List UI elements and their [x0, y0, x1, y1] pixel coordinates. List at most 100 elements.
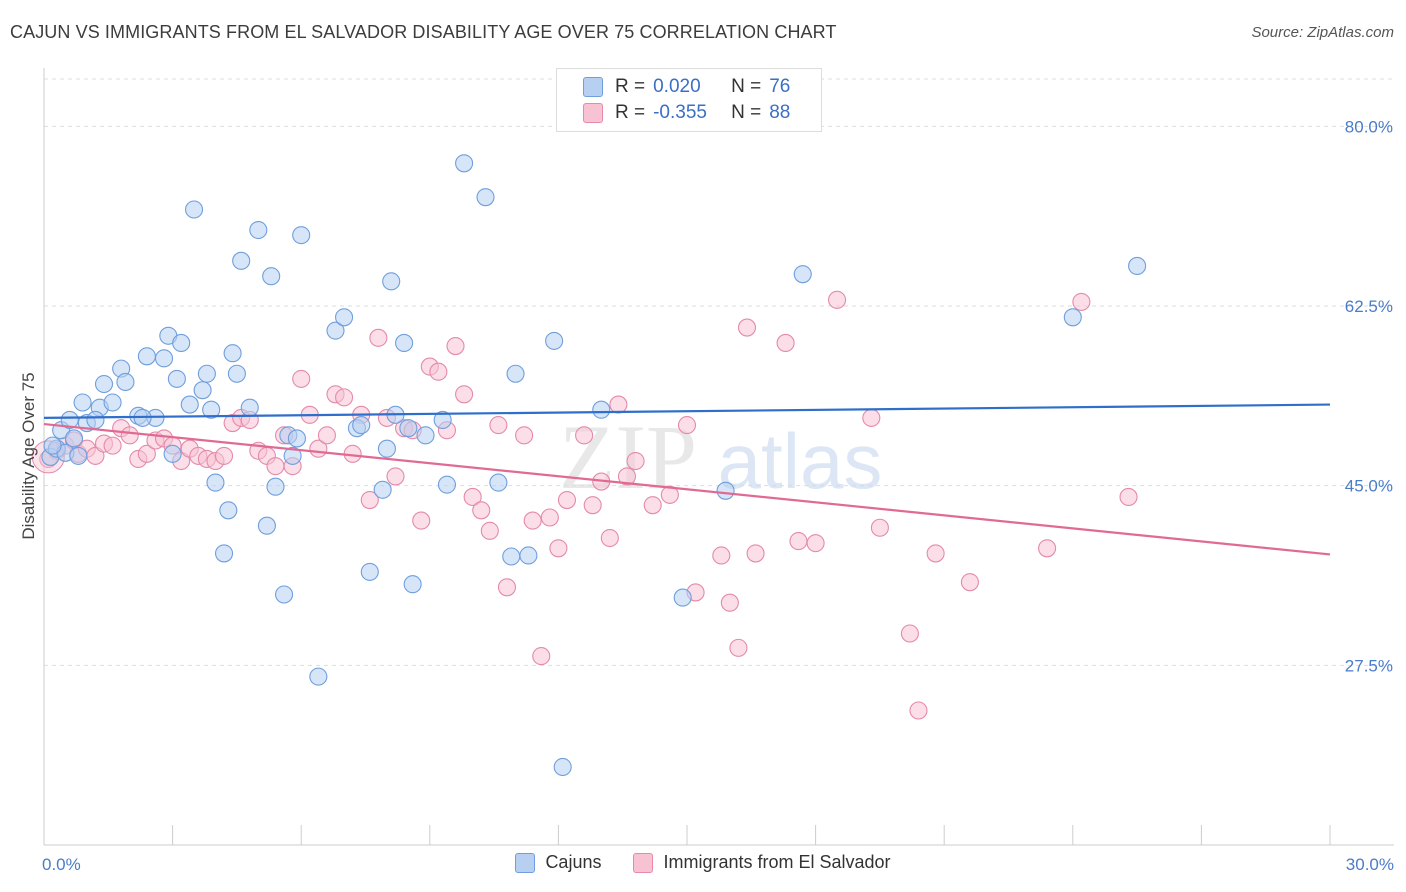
- data-point: [373, 480, 392, 499]
- legend-row-el-salvador: R = -0.355 N = 88: [583, 100, 790, 126]
- data-point: [352, 416, 371, 435]
- data-point: [214, 544, 234, 563]
- legend-n-label: N =: [731, 76, 762, 97]
- data-point: [326, 321, 345, 340]
- data-point: [103, 393, 122, 412]
- data-point: [609, 395, 628, 414]
- data-point: [480, 521, 499, 540]
- y-tick-label: 62.5%: [1345, 297, 1393, 316]
- legend-label-el-salvador: Immigrants from El Salvador: [663, 852, 891, 872]
- data-point: [86, 410, 105, 430]
- data-point: [455, 385, 474, 404]
- data-point: [223, 344, 242, 363]
- data-point: [827, 290, 847, 309]
- data-point: [617, 467, 637, 486]
- legend-r-label: R =: [615, 102, 646, 123]
- data-point: [395, 333, 414, 353]
- data-point: [1063, 308, 1082, 327]
- data-point: [926, 544, 945, 563]
- data-point: [553, 757, 572, 777]
- y-tick-label: 45.0%: [1345, 477, 1393, 496]
- data-point: [575, 426, 594, 445]
- data-point: [219, 501, 238, 520]
- data-point: [592, 400, 611, 419]
- data-point: [116, 372, 135, 392]
- legend-item-el-salvador: Immigrants from El Salvador: [633, 852, 891, 873]
- data-point: [167, 369, 186, 388]
- data-point: [386, 467, 405, 486]
- data-point: [502, 547, 521, 566]
- data-point: [519, 546, 538, 565]
- data-point: [716, 481, 735, 500]
- data-point: [69, 446, 88, 465]
- chart-title: CAJUN VS IMMIGRANTS FROM EL SALVADOR DIS…: [10, 22, 837, 42]
- data-point: [1038, 539, 1057, 558]
- data-point: [1072, 292, 1091, 311]
- stats-legend: R = 0.020 N = 76 R = -0.355 N = 88: [556, 68, 822, 132]
- data-point: [412, 511, 431, 530]
- data-point: [335, 308, 354, 327]
- data-point: [909, 701, 928, 720]
- series-immigrants-from-el-salvador: [31, 290, 1138, 720]
- data-point: [335, 388, 354, 407]
- data-point: [257, 516, 276, 535]
- data-point: [489, 473, 508, 492]
- data-point: [677, 416, 697, 435]
- data-point: [154, 349, 174, 368]
- data-point: [262, 267, 281, 286]
- gridlines: [44, 78, 1394, 666]
- data-point: [206, 473, 225, 492]
- data-point: [960, 573, 979, 592]
- series-cajuns: [41, 154, 1147, 777]
- data-point: [309, 667, 328, 686]
- data-point: [120, 426, 139, 445]
- data-point: [497, 578, 517, 597]
- data-point: [60, 410, 79, 430]
- legend-row-cajuns: R = 0.020 N = 76: [583, 74, 790, 100]
- data-point: [137, 347, 156, 366]
- data-point: [446, 336, 465, 356]
- legend-r-label: R =: [615, 76, 646, 97]
- data-point: [184, 200, 204, 219]
- y-tick-label: 27.5%: [1345, 656, 1393, 675]
- data-point: [862, 408, 881, 427]
- trend-line: [43, 422, 1331, 556]
- data-point: [287, 429, 306, 448]
- data-point: [746, 544, 765, 563]
- x-tick-label: 0.0%: [42, 855, 81, 874]
- y-tick-label: 80.0%: [1345, 117, 1393, 136]
- data-point: [1119, 487, 1138, 507]
- data-point: [549, 539, 568, 558]
- data-point: [463, 487, 482, 507]
- data-point: [793, 265, 812, 284]
- trend-lines: [43, 403, 1331, 556]
- data-point: [806, 534, 825, 553]
- data-point: [789, 532, 808, 551]
- data-point: [870, 518, 889, 537]
- data-point: [202, 400, 221, 419]
- data-point: [660, 485, 679, 504]
- data-point: [455, 154, 474, 173]
- data-point: [403, 575, 422, 594]
- data-point: [73, 393, 92, 412]
- data-point: [43, 436, 62, 455]
- legend-n-value: 88: [769, 102, 791, 123]
- data-point: [275, 585, 294, 604]
- data-point: [523, 511, 542, 530]
- data-point: [163, 444, 182, 463]
- data-point: [180, 395, 199, 414]
- legend-swatch-cajuns: [515, 852, 536, 873]
- data-point: [643, 496, 662, 515]
- data-point: [232, 251, 251, 270]
- x-tick-labels: 0.0% 30.0%: [42, 855, 1394, 874]
- data-point: [532, 647, 551, 666]
- data-point: [416, 426, 435, 445]
- data-point: [729, 638, 748, 657]
- trend-line: [43, 403, 1331, 420]
- data-point: [64, 429, 84, 448]
- data-point: [545, 331, 564, 350]
- legend-n-label: N =: [731, 102, 762, 123]
- data-point: [540, 508, 559, 527]
- legend-n-value: 76: [769, 76, 791, 97]
